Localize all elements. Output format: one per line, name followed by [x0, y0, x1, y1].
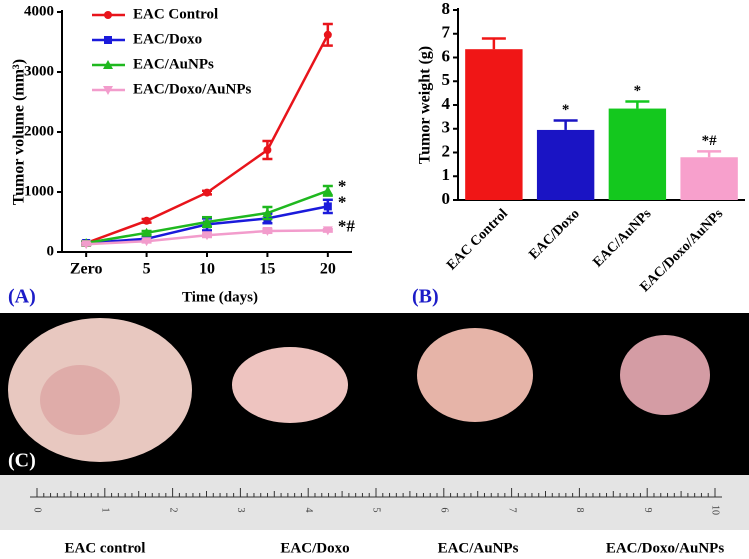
y-tick-label: 5 — [442, 70, 451, 89]
y-tick-label: 2000 — [24, 123, 54, 139]
y-tick-label: 3000 — [24, 63, 54, 79]
marker — [104, 11, 112, 19]
ruler-label: 9 — [642, 508, 653, 513]
marker — [203, 188, 211, 197]
y-axis-label: Tumor weight (g) — [417, 46, 434, 164]
annotation: * — [338, 192, 347, 211]
legend-label: EAC Control — [133, 6, 218, 22]
bar — [465, 49, 523, 200]
ruler-label: 8 — [574, 508, 585, 513]
marker — [141, 237, 152, 247]
bar — [536, 129, 595, 200]
photo-caption: EAC/Doxo/AuNPs — [606, 540, 725, 556]
ruler-label: 10 — [710, 505, 721, 515]
x-axis-label: Time (days) — [182, 289, 258, 305]
photo-caption: EAC/Doxo — [280, 540, 349, 556]
x-tick-label: Zero — [70, 261, 103, 278]
ruler-label: 3 — [235, 508, 246, 513]
y-tick-label: 1 — [442, 165, 451, 184]
ruler-label: 6 — [439, 508, 450, 513]
marker — [322, 226, 333, 236]
annotation: * — [562, 102, 570, 118]
marker — [322, 185, 333, 195]
y-tick-label: 4000 — [24, 3, 54, 19]
y-tick-label: 4 — [442, 94, 451, 113]
panel-label: (A) — [8, 286, 36, 308]
tumor-photo — [620, 335, 710, 415]
panel-label: (C) — [8, 450, 36, 472]
marker — [103, 60, 113, 69]
marker — [81, 240, 92, 250]
marker — [262, 227, 273, 236]
x-tick-label: 10 — [199, 261, 215, 278]
marker — [142, 216, 151, 225]
marker — [262, 208, 273, 217]
y-tick-label: 0 — [47, 243, 55, 259]
photo-caption: EAC control — [65, 540, 146, 556]
ruler-label: 2 — [167, 508, 178, 513]
y-tick-label: 0 — [442, 189, 451, 208]
y-tick-label: 6 — [442, 46, 451, 65]
photo-caption: EAC/AuNPs — [438, 540, 519, 556]
y-tick-label: 3 — [442, 118, 451, 137]
marker — [263, 146, 272, 154]
annotation: * — [338, 177, 347, 196]
marker — [141, 227, 152, 237]
marker — [104, 36, 112, 44]
ruler-label: 4 — [303, 508, 314, 513]
y-tick-label: 7 — [442, 23, 451, 42]
legend-label: EAC/AuNPs — [133, 56, 214, 72]
x-tick-label: 20 — [320, 261, 336, 278]
x-tick-label: EAC/Doxo — [526, 206, 582, 262]
y-tick-label: 1000 — [24, 183, 54, 199]
marker — [323, 30, 332, 39]
tumor-photo — [417, 328, 533, 422]
x-tick-label: 5 — [143, 261, 151, 278]
ruler-label: 7 — [506, 508, 517, 513]
x-tick-label: EAC Control — [444, 206, 511, 273]
panel-label: (B) — [412, 286, 439, 308]
tumor-photo — [40, 365, 120, 435]
ruler-label: 1 — [100, 508, 111, 513]
x-tick-label: 15 — [259, 261, 275, 278]
ruler-label: 0 — [32, 508, 43, 513]
annotation: * — [634, 83, 642, 99]
legend-label: EAC/Doxo/AuNPs — [133, 81, 252, 97]
x-tick-label: EAC/AuNPs — [591, 206, 655, 270]
annotation: *# — [338, 216, 356, 235]
bar — [608, 108, 667, 200]
legend-label: EAC/Doxo — [133, 31, 202, 47]
y-tick-label: 8 — [442, 0, 451, 18]
y-tick-label: 2 — [442, 141, 451, 160]
marker — [202, 217, 212, 226]
tumor-photo — [232, 347, 348, 423]
bar — [680, 157, 738, 200]
marker — [202, 231, 212, 241]
annotation: *# — [702, 133, 718, 149]
ruler-label: 5 — [371, 508, 382, 513]
marker — [103, 86, 113, 95]
marker — [323, 202, 332, 211]
ruler-background — [0, 475, 749, 530]
y-axis-label: Tumor volume (mm³) — [11, 59, 28, 205]
